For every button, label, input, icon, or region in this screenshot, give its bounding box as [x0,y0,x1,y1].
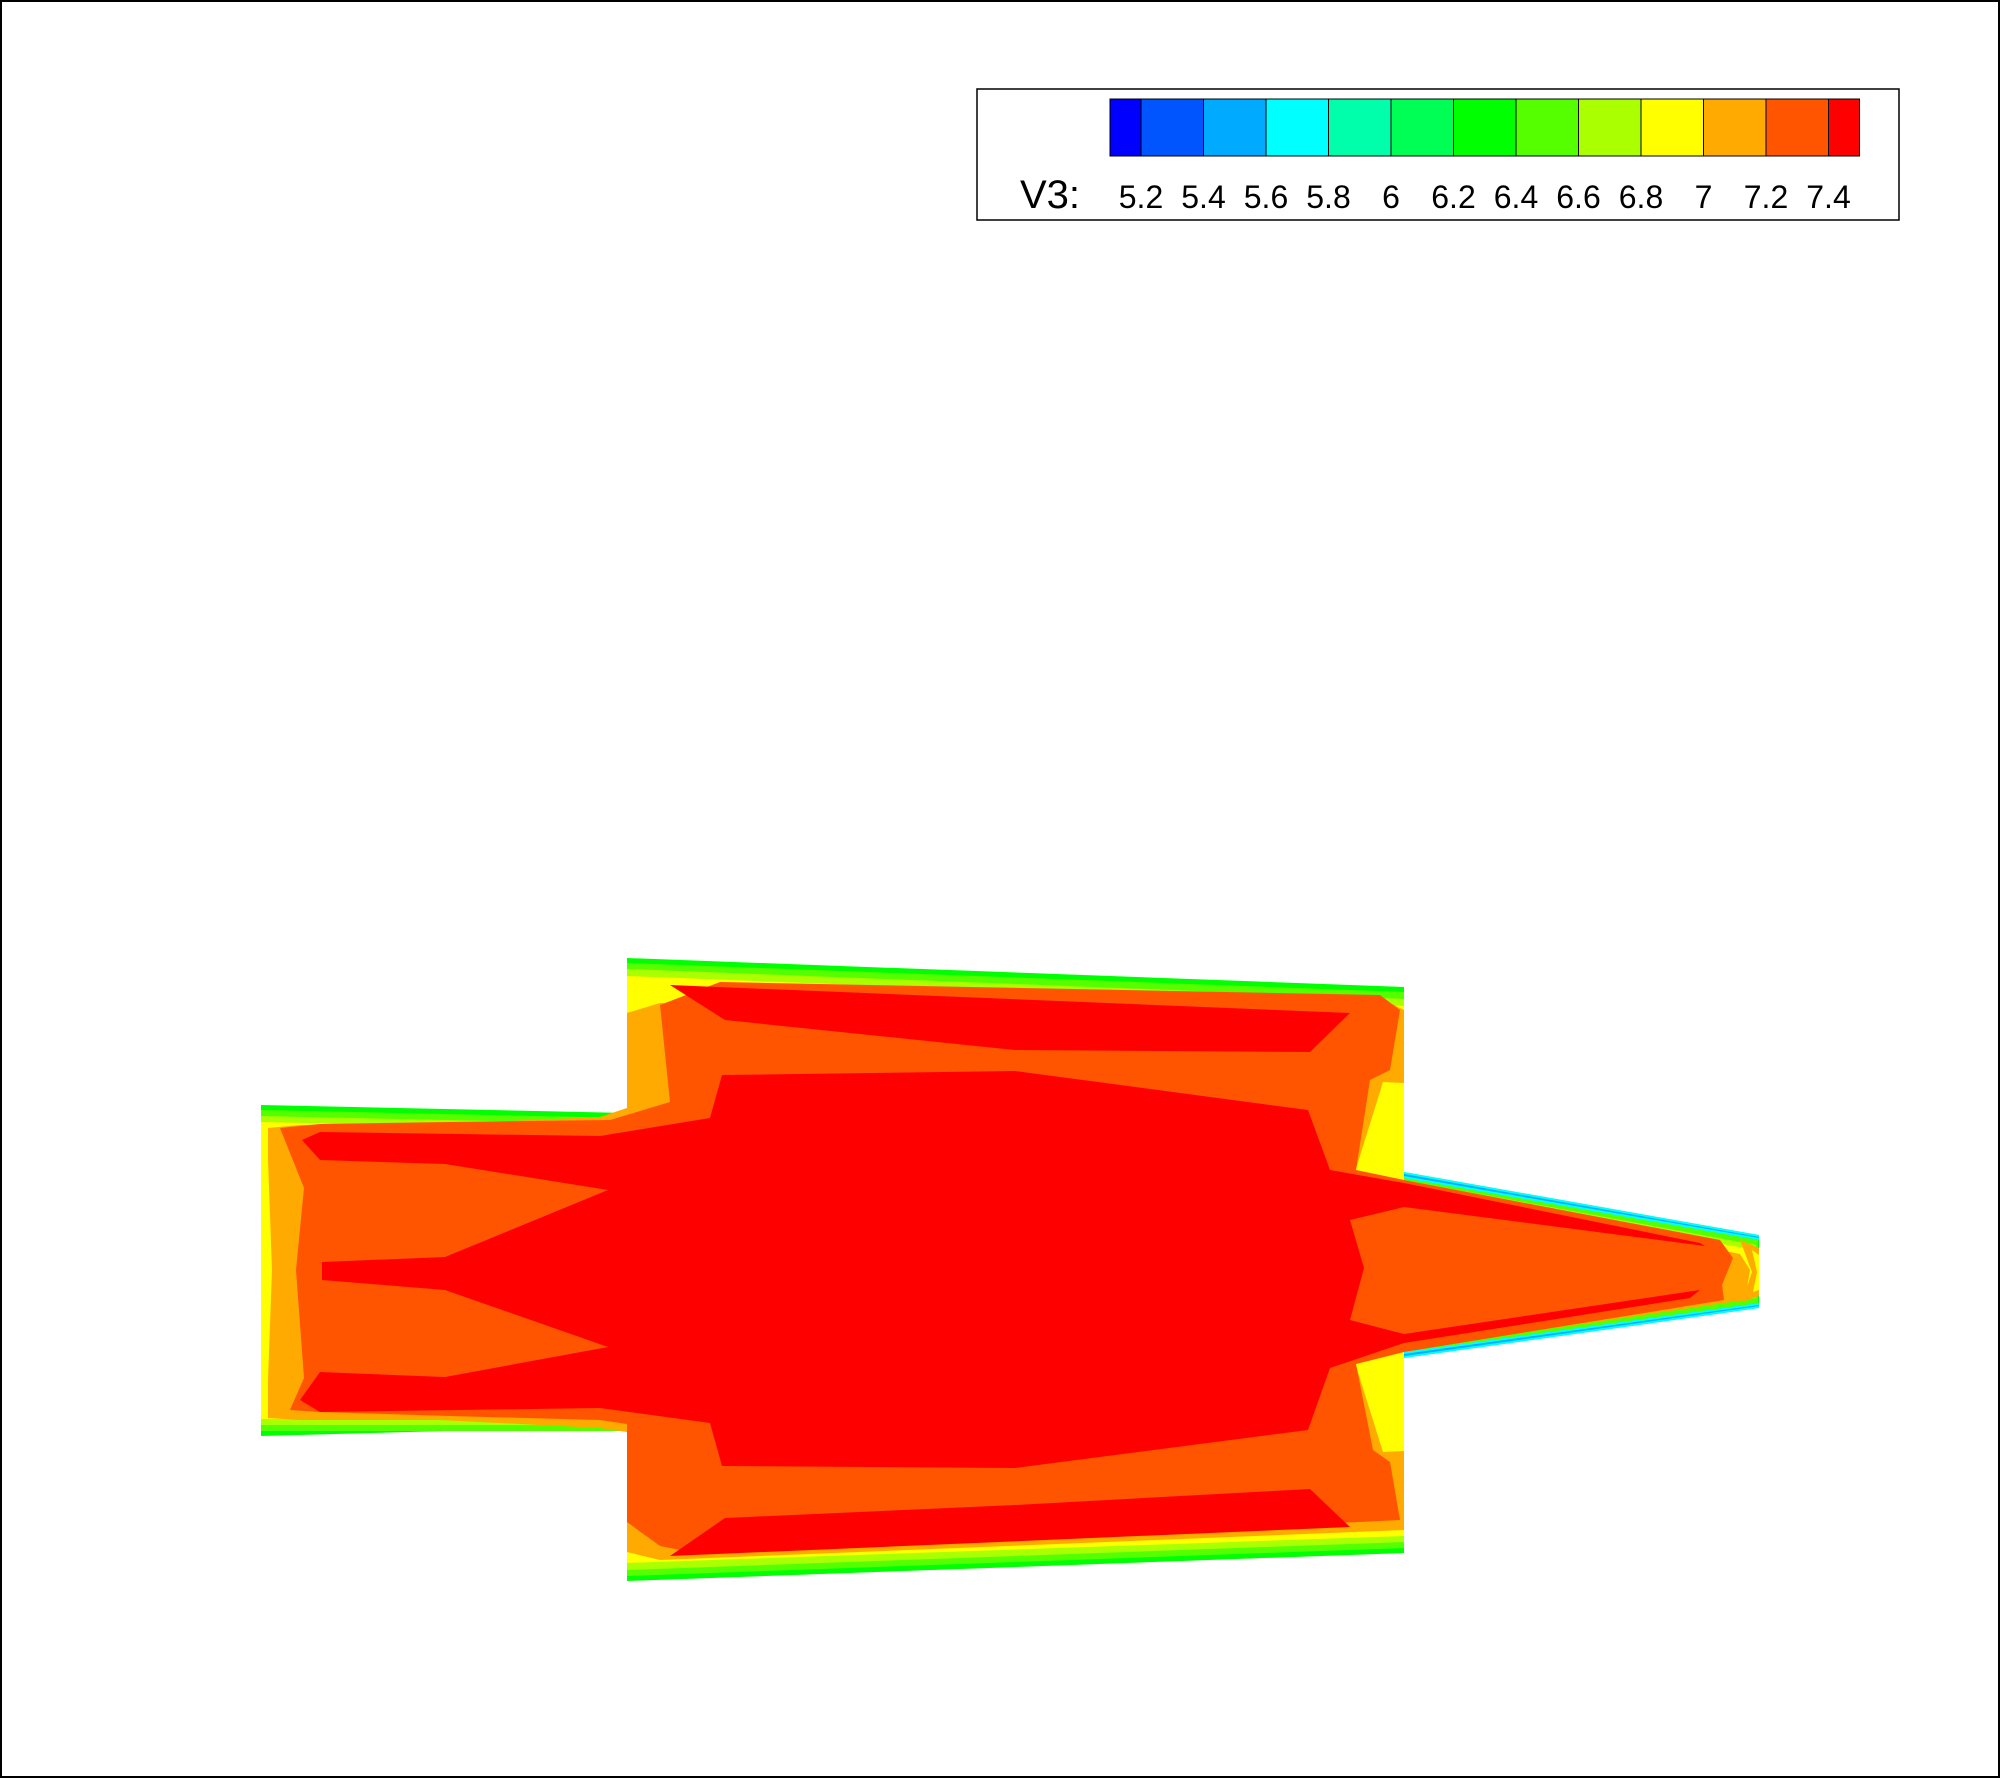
legend-tick-label: 5.4 [1181,179,1225,215]
legend-swatch [1704,99,1767,156]
legend-swatch [1579,99,1642,156]
legend-tick-label: 6.4 [1494,179,1538,215]
legend-swatch [1110,99,1141,156]
legend-tick-label: 6.6 [1556,179,1600,215]
legend-swatch [1391,99,1454,156]
legend-swatch [1454,99,1517,156]
legend-swatch [1141,99,1204,156]
legend-tick-label: 7.2 [1744,179,1788,215]
legend-tick-label: 5.2 [1119,179,1163,215]
legend-swatch [1641,99,1704,156]
legend-tick-label: 7 [1695,179,1713,215]
legend-swatch [1329,99,1392,156]
legend-swatches [1110,99,1860,156]
legend-swatch [1204,99,1267,156]
color-legend: V3: 5.2 5.4 5.6 5.8 6 6.2 6.4 6.6 6.8 7 7.2 7.4 [977,89,1899,220]
legend-swatch [1266,99,1329,156]
legend-tick-label: 6 [1382,179,1400,215]
legend-tick-label: 5.8 [1306,179,1350,215]
legend-swatch [1766,99,1829,156]
legend-title: V3: [1020,173,1080,217]
legend-tick-label: 6.8 [1619,179,1663,215]
legend-tick-label: 6.2 [1431,179,1475,215]
legend-tick-label: 5.6 [1244,179,1288,215]
legend-tick-label: 7.4 [1806,179,1850,215]
legend-swatch [1516,99,1579,156]
legend-swatch [1829,99,1860,156]
